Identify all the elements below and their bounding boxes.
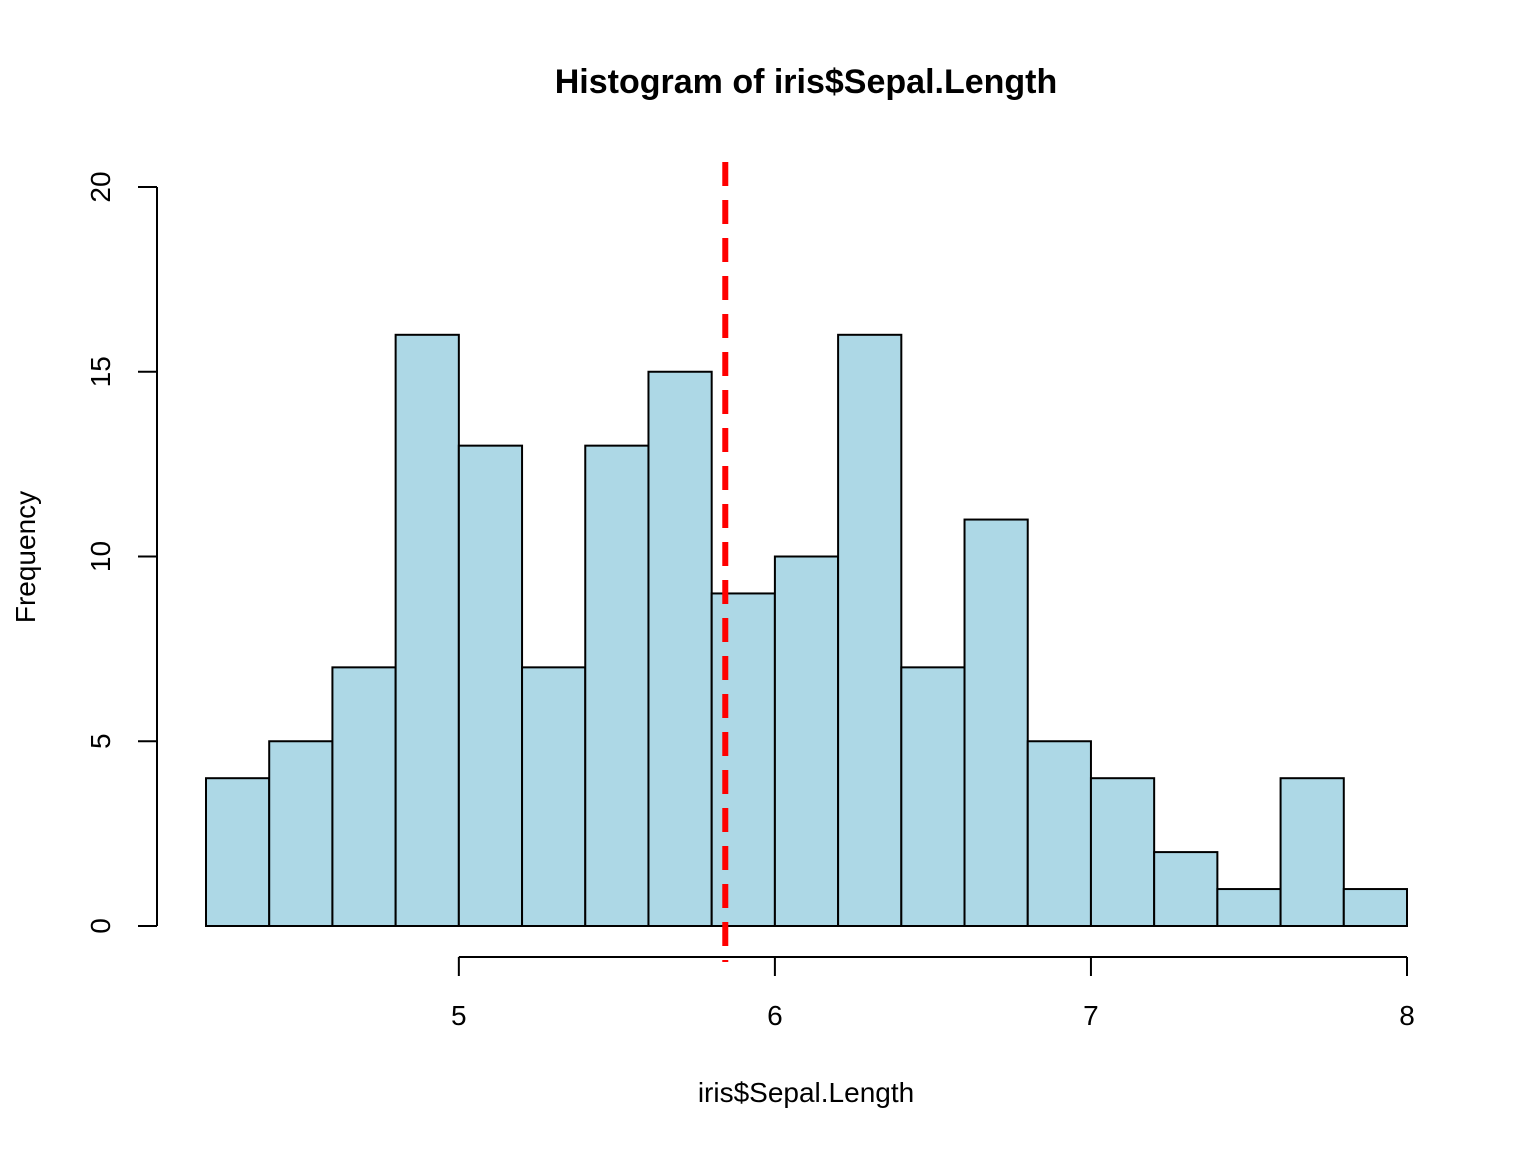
histogram-bar — [394, 333, 460, 927]
x-tick-label: 5 — [451, 1000, 467, 1031]
histogram-bar — [521, 666, 587, 927]
histogram-bar — [584, 444, 650, 927]
histogram-bar — [268, 740, 334, 927]
histogram-bar — [710, 592, 776, 927]
histogram-bar — [900, 666, 966, 927]
histogram-bar — [1279, 777, 1345, 928]
x-tick-label: 7 — [1083, 1000, 1099, 1031]
histogram-bar — [773, 555, 840, 927]
y-tick-label: 15 — [85, 356, 116, 387]
y-axis-label: Frequency — [10, 491, 41, 623]
histogram-bar — [1089, 777, 1156, 928]
y-tick-label: 20 — [85, 171, 116, 202]
histogram-bar — [963, 518, 1029, 927]
histogram-bar — [205, 777, 271, 928]
chart-title: Histogram of iris$Sepal.Length — [555, 63, 1058, 101]
x-tick-label: 6 — [767, 1000, 783, 1031]
y-axis: 0 5 10 15 20 — [85, 171, 158, 934]
histogram-bar — [331, 666, 397, 927]
x-axis-label: iris$Sepal.Length — [698, 1077, 914, 1108]
bars-group — [205, 333, 1408, 928]
x-tick-label: 8 — [1399, 1000, 1415, 1031]
histogram-bar — [647, 370, 713, 927]
histogram-bar — [837, 333, 903, 927]
histogram-bar — [1026, 740, 1092, 927]
y-tick-label: 5 — [85, 733, 116, 749]
y-tick-label: 10 — [85, 541, 116, 572]
histogram-bar — [1153, 851, 1219, 927]
histogram-bar — [1216, 888, 1282, 927]
histogram-bar — [1342, 888, 1408, 927]
x-axis: 5 6 7 8 — [451, 956, 1415, 1031]
y-tick-label: 0 — [85, 918, 116, 934]
histogram-bar — [457, 444, 524, 927]
